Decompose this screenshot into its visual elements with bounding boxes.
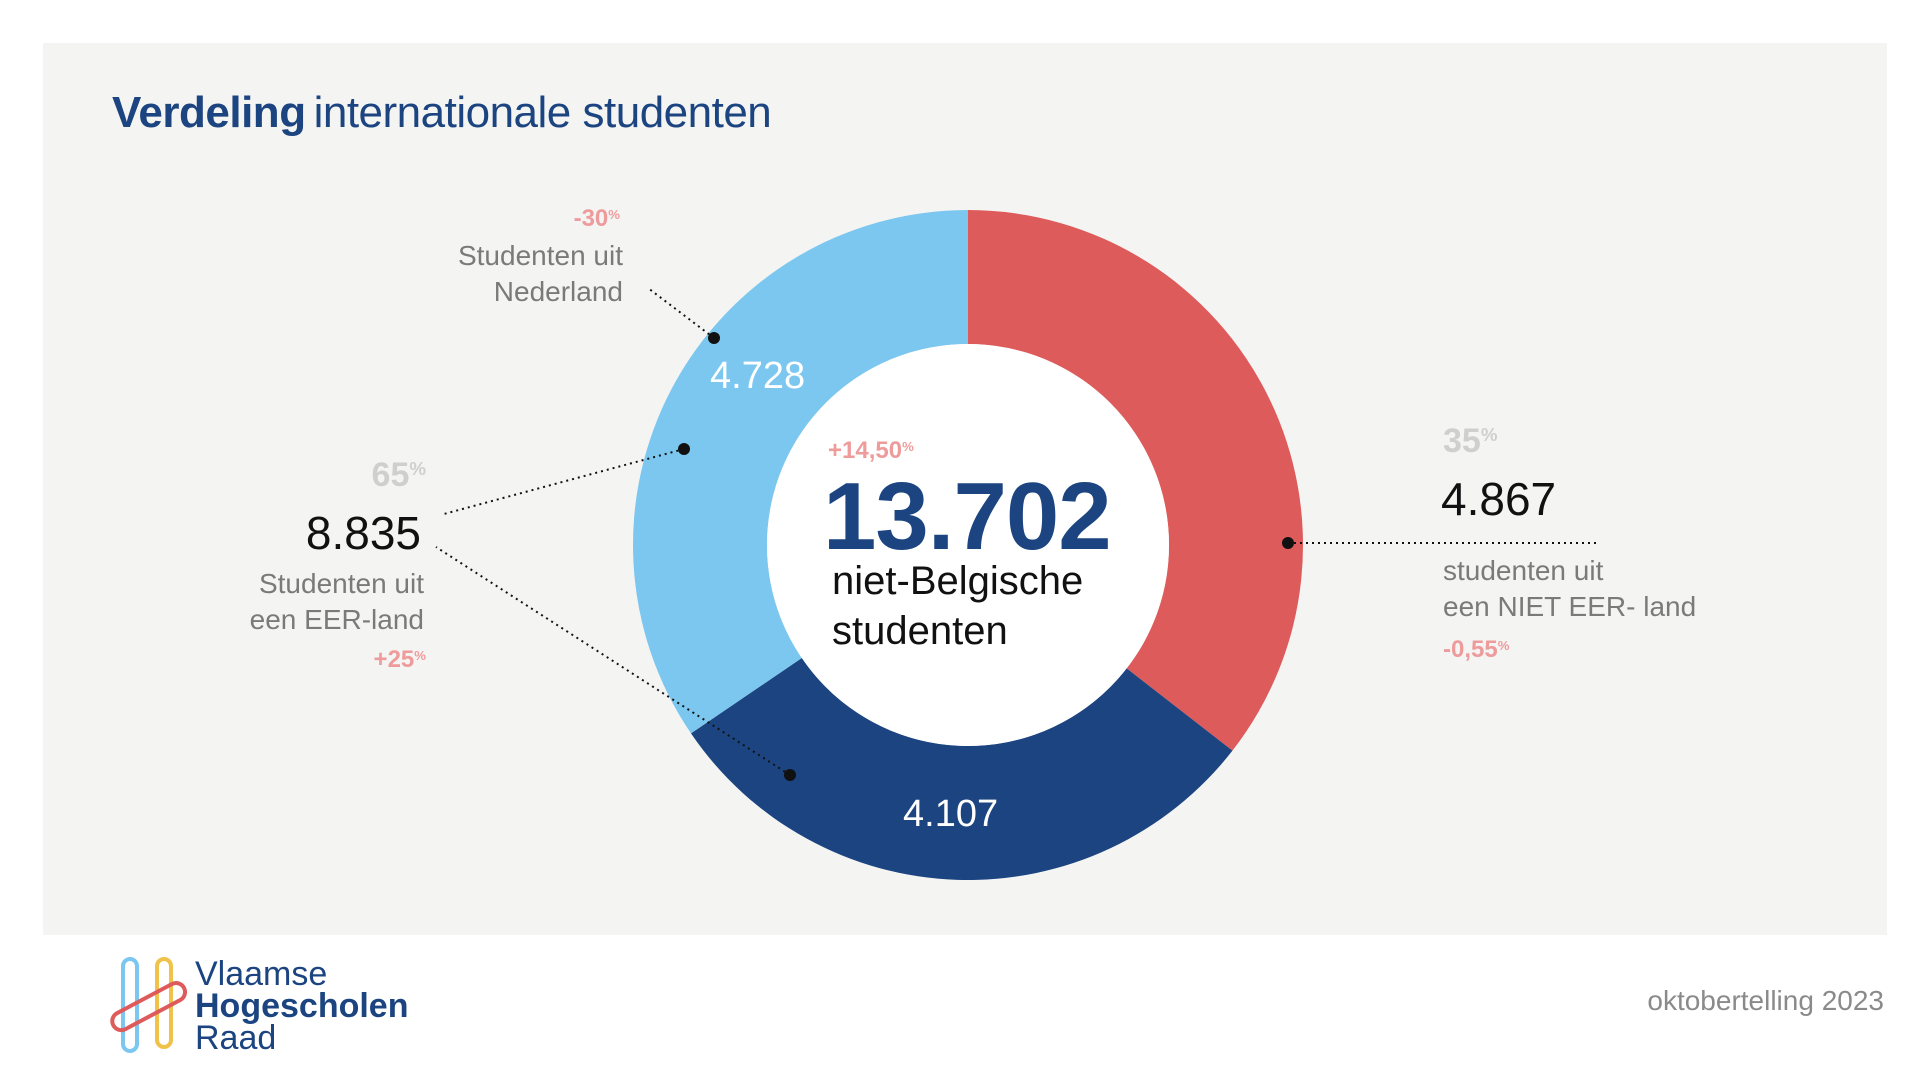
niet-eer-percentage: 35% (1443, 422, 1498, 460)
donut-hole (767, 344, 1169, 746)
segment-value-eer-other: 4.107 (903, 793, 999, 835)
leader-dot-eer-lower (784, 769, 796, 781)
total-value: 13.702 (823, 463, 1112, 570)
eer-percentage: 65% (371, 456, 426, 494)
eer-label: Studenten uit een EER-land (249, 568, 424, 635)
donut-segment-niet-eer (968, 210, 1303, 751)
logo-line3: Raad (195, 1019, 277, 1057)
niet-eer-label: studenten uit een NIET EER- land (1443, 555, 1697, 622)
leader-dot-eer-upper (678, 443, 690, 455)
donut-segment-eer-other (690, 658, 1233, 881)
leader-dot-niet-eer (1282, 537, 1294, 549)
logo-text: Vlaamse Hogescholen Raad (195, 955, 409, 1057)
vhr-logo-icon (110, 957, 188, 1053)
nederland-label: Studenten uit Nederland (457, 240, 623, 307)
leader-eer-lower (435, 546, 791, 776)
leader-dot-nederland (708, 332, 720, 344)
segment-value-nederland: 4.728 (710, 355, 806, 397)
eer-change: +25% (373, 646, 426, 673)
leader-nederland (647, 287, 715, 339)
eer-value: 8.835 (305, 507, 421, 559)
title-regular: internationale studenten (313, 88, 772, 137)
niet-eer-value: 4.867 (1441, 473, 1557, 525)
logo-line2: Hogescholen (195, 987, 409, 1025)
footer-note: oktobertelling 2023 (1647, 985, 1884, 1016)
total-change: +14,50% (828, 437, 914, 464)
niet-eer-change: -0,55% (1443, 636, 1510, 663)
title-bold: Verdeling (112, 88, 306, 137)
chart-title: Verdeling internationale studenten (112, 88, 772, 138)
nederland-change: -30% (573, 205, 620, 232)
logo-line1: Vlaamse (195, 955, 328, 993)
total-label: niet-Belgische studenten (832, 559, 1084, 653)
